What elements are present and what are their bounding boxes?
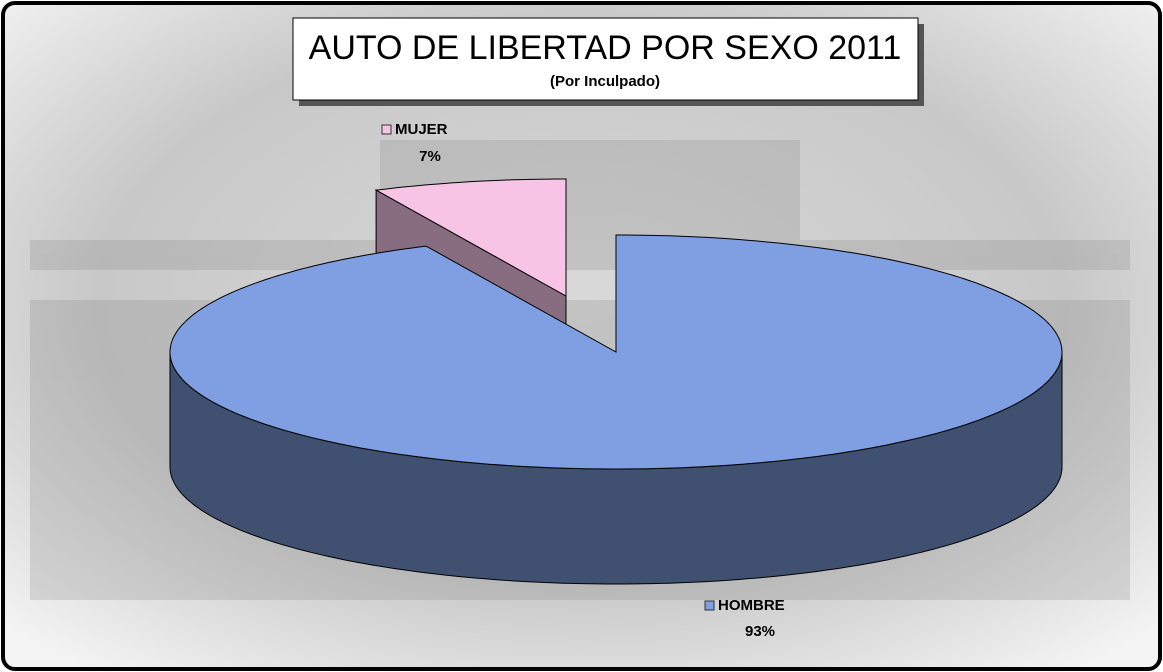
value-label: 7% (419, 148, 441, 165)
legend-swatch (382, 125, 391, 134)
legend-swatch (705, 601, 714, 610)
chart-title: AUTO DE LIBERTAD POR SEXO 2011 (309, 29, 902, 67)
category-label: HOMBRE (718, 597, 785, 614)
chart-subtitle: (Por Inculpado) (550, 73, 660, 90)
page: {"chart_data": {"type": "pie3d", "title"… (0, 0, 1163, 672)
slice-top (170, 235, 1062, 469)
value-label: 93% (745, 623, 775, 640)
chart: AUTO DE LIBERTAD POR SEXO 2011 (Por Incu… (0, 0, 1163, 672)
category-label: MUJER (395, 121, 448, 138)
